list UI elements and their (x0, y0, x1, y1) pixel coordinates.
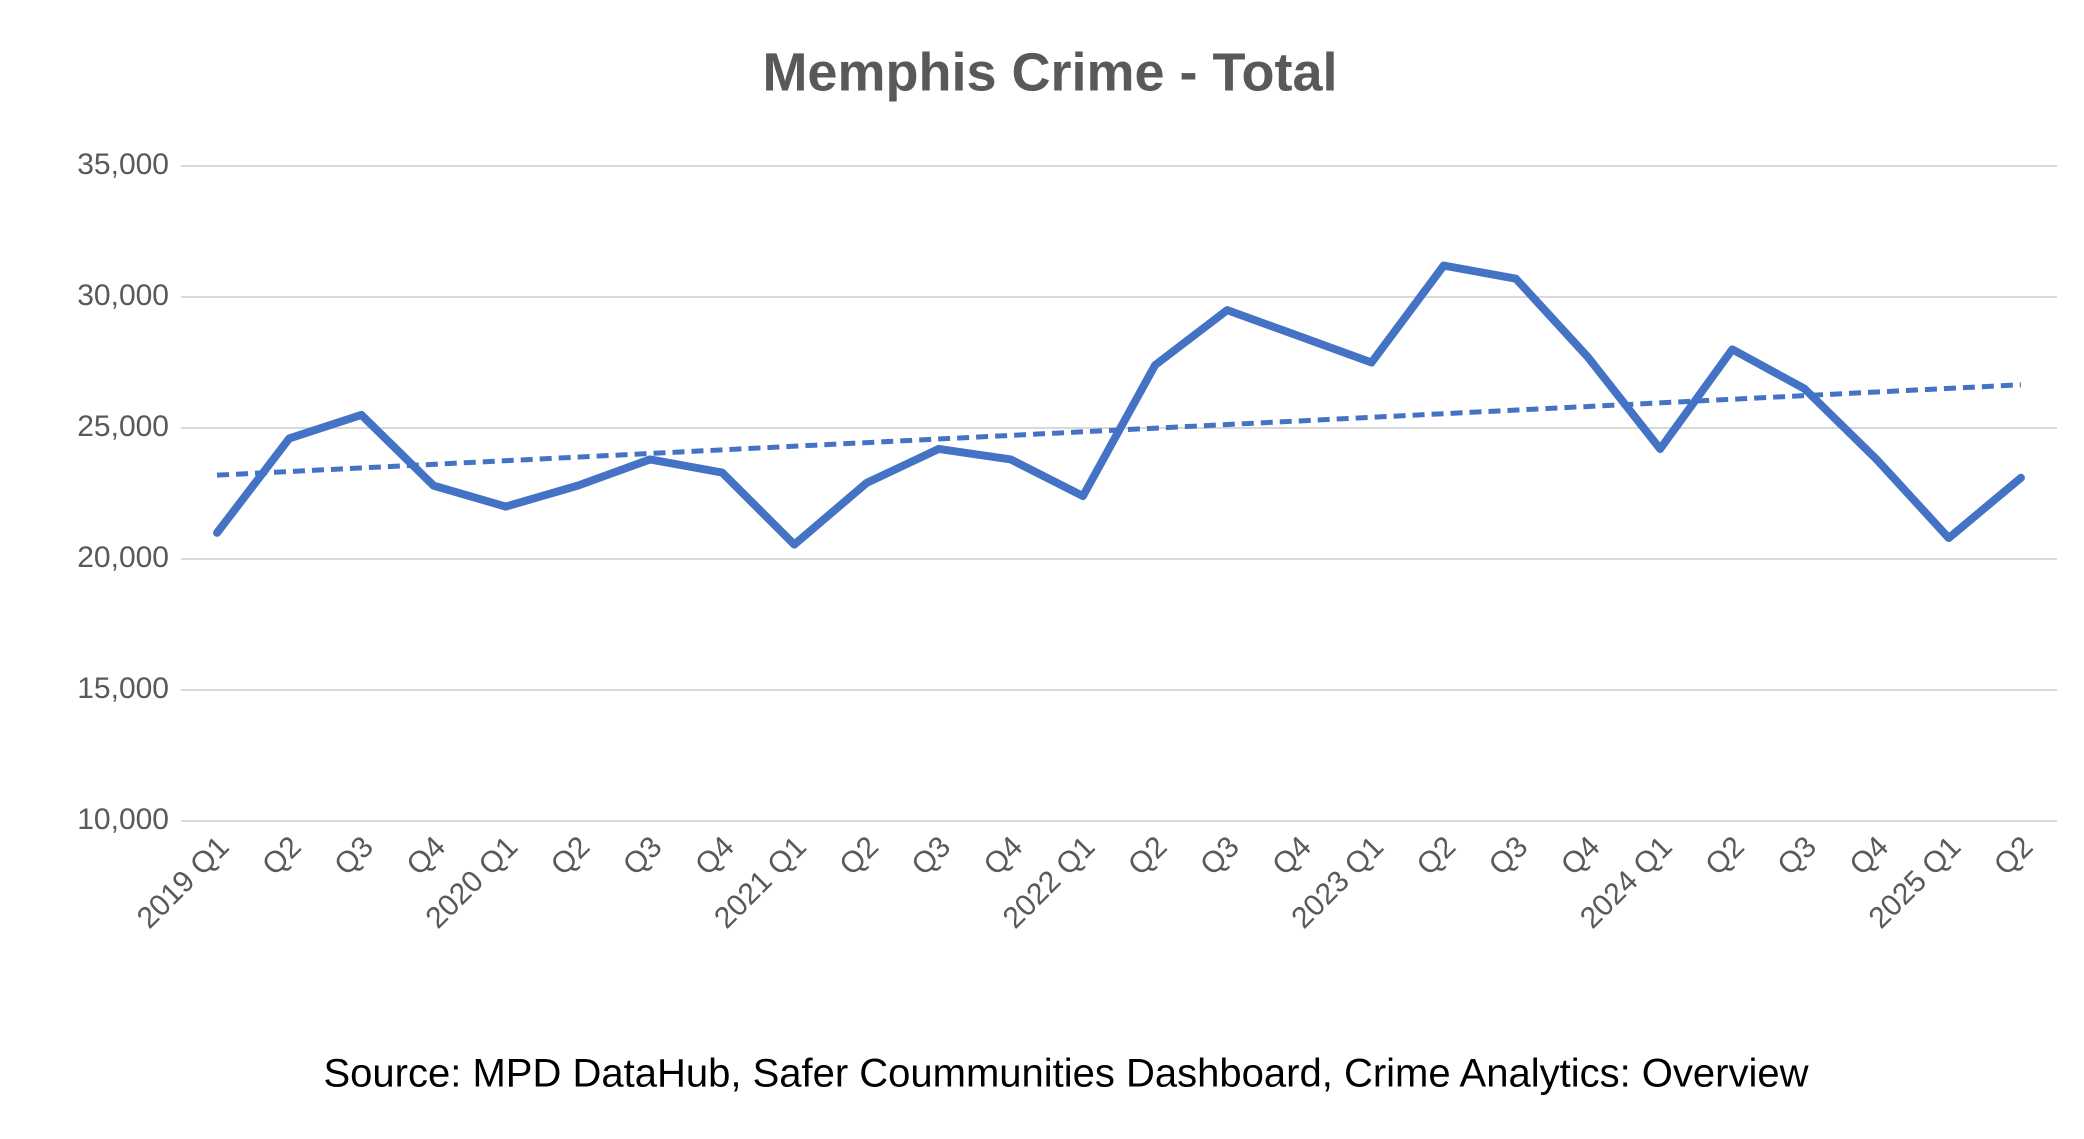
x-tick-label: Q2 (833, 830, 885, 882)
y-tick-label: 10,000 (77, 803, 169, 836)
x-tick-label: Q3 (1194, 830, 1246, 882)
y-tick-label: 30,000 (77, 279, 169, 312)
trendline (216, 382, 2022, 478)
y-tick-label: 15,000 (77, 672, 169, 705)
source-note: Source: MPD DataHub, Safer Coummunities … (324, 1052, 1809, 1096)
x-tick-label: Q2 (1699, 830, 1751, 882)
x-tick-label: Q4 (1555, 830, 1607, 882)
x-tick-label: Q3 (906, 830, 958, 882)
x-tick-label: Q4 (1266, 830, 1318, 882)
x-tick-label: Q4 (400, 830, 452, 882)
x-tick-label: Q2 (256, 830, 308, 882)
data-line (213, 261, 2025, 549)
x-tick-label: Q3 (328, 830, 380, 882)
x-tick-label: Q3 (1771, 830, 1823, 882)
x-tick-label: Q2 (545, 830, 597, 882)
x-tick-label: Q4 (689, 830, 741, 882)
y-tick-label: 35,000 (77, 148, 169, 181)
y-tick-label: 25,000 (77, 410, 169, 443)
x-tick-label: 2019 Q1 (131, 830, 236, 935)
x-tick-label: Q3 (617, 830, 669, 882)
chart-title: Memphis Crime - Total (762, 42, 1337, 102)
x-tick-label: Q4 (978, 830, 1030, 882)
x-tick-label: Q2 (1988, 830, 2040, 882)
x-tick-label: Q4 (1844, 830, 1896, 882)
x-tick-label: Q2 (1411, 830, 1463, 882)
x-tick-label: Q2 (1122, 830, 1174, 882)
x-tick-label: Q3 (1483, 830, 1535, 882)
y-tick-label: 20,000 (77, 541, 169, 574)
